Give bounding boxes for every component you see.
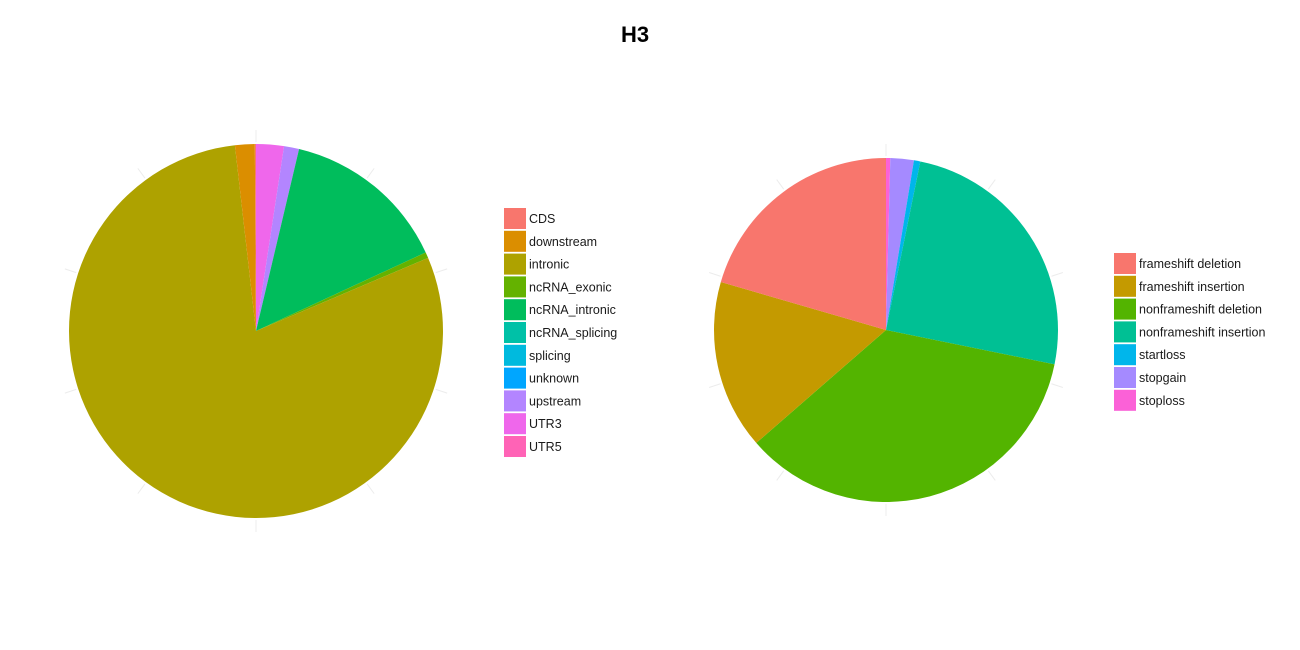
polar-axis-tick (64, 388, 77, 394)
legend-label-stopgain: stopgain (1139, 371, 1186, 385)
legend-label-ncrna-splicing: ncRNA_splicing (529, 326, 617, 340)
polar-axis-tick (435, 388, 448, 394)
legend-label-upstream: upstream (529, 394, 581, 408)
polar-axis-tick (776, 470, 785, 481)
legend-right: frameshift deletion frameshift insertion n… (1114, 253, 1266, 411)
legend-label-startloss: startloss (1139, 348, 1186, 362)
legend-swatch-ncrna-intronic (504, 299, 526, 321)
polar-axis-tick (64, 268, 77, 274)
legend-label-cds: CDS (529, 212, 555, 226)
pie-slice-intronic (69, 145, 443, 518)
legend-label-intronic: intronic (529, 258, 569, 272)
legend-label-utr5: UTR5 (529, 440, 562, 454)
legend-label-nonframeshift-deletion: nonframeshift deletion (1139, 303, 1262, 317)
legend-swatch-ncrna-exonic (504, 276, 526, 298)
polar-axis-tick (366, 168, 375, 179)
legend-left: CDS downstream intronic ncRNA_exonic ncRNA_i… (504, 208, 617, 457)
legend-label-downstream: downstream (529, 235, 597, 249)
pie-slice-nonframeshift-insertion (886, 161, 1058, 365)
legend-swatch-intronic (504, 253, 526, 275)
legend-swatch-cds (504, 208, 526, 229)
chart-title: H3 (620, 22, 650, 47)
pie-slice-stoploss (886, 158, 891, 330)
polar-axis-tick (708, 383, 721, 388)
pie-slice-cds (254, 144, 256, 331)
legend-swatch-frameshift-insertion (1114, 275, 1136, 297)
legend-swatch-unknown (504, 367, 526, 389)
legend-label-frameshift-deletion: frameshift deletion (1139, 257, 1241, 271)
pie-slice-startloss (886, 160, 921, 330)
legend-swatch-splicing (504, 344, 526, 366)
polar-axis-tick (1051, 383, 1064, 388)
legend-swatch-nonframeshift-insertion (1114, 321, 1136, 343)
legend-swatch-frameshift-deletion (1114, 253, 1136, 274)
legend-label-nonframeshift-insertion: nonframeshift insertion (1139, 325, 1266, 339)
legend-label-stoploss: stoploss (1139, 394, 1185, 408)
pie-slice-utr3 (256, 144, 285, 331)
polar-axis-tick (776, 179, 785, 190)
legend-swatch-stoploss (1114, 389, 1136, 411)
pie-slice-downstream (234, 144, 256, 331)
legend-swatch-ncrna-splicing (504, 322, 526, 343)
legend-swatch-utr5 (504, 436, 526, 457)
legend-swatch-startloss (1114, 344, 1136, 366)
legend-swatch-nonframeshift-deletion (1114, 298, 1136, 320)
pie-slice-stopgain (886, 158, 914, 330)
legend-label-utr3: UTR3 (529, 417, 562, 431)
legend-swatch-stopgain (1114, 367, 1136, 388)
polar-axis-tick (435, 268, 448, 274)
polar-axis-tick (366, 483, 375, 494)
pie-slice-nonframeshift-deletion (756, 330, 1055, 503)
pie-chart-left (64, 130, 448, 532)
pie-slice-ncrna-intronic (256, 149, 426, 331)
legend-swatch-downstream (504, 230, 526, 252)
polar-axis-tick (987, 470, 996, 481)
legend-label-ncrna-intronic: ncRNA_intronic (529, 303, 616, 317)
legend-swatch-utr3 (504, 413, 526, 435)
legend-label-unknown: unknown (529, 372, 579, 386)
pie-slice-frameshift-deletion (720, 158, 886, 330)
legend-label-splicing: splicing (529, 349, 571, 363)
polar-axis-tick (708, 272, 721, 277)
pie-slice-upstream (256, 146, 300, 331)
pie-slice-frameshift-insertion (713, 282, 886, 443)
polar-axis-tick (987, 179, 996, 190)
legend-label-ncrna-exonic: ncRNA_exonic (529, 280, 612, 294)
polar-axis-tick (137, 168, 146, 179)
polar-axis-tick (1051, 272, 1064, 277)
pie-chart-right (708, 144, 1064, 516)
legend-label-frameshift-insertion: frameshift insertion (1139, 280, 1245, 294)
legend-swatch-upstream (504, 390, 526, 412)
polar-axis-tick (137, 483, 146, 494)
pie-slice-ncrna-exonic (256, 252, 429, 331)
